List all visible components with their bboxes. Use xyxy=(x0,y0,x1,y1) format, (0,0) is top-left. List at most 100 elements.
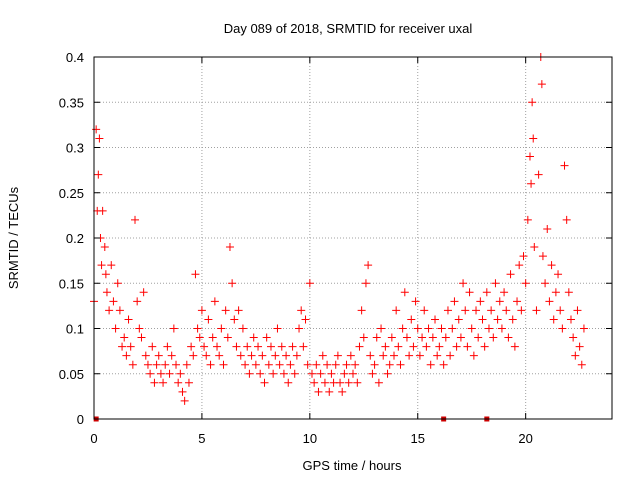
data-point xyxy=(504,333,513,342)
data-point xyxy=(139,288,148,297)
data-point xyxy=(243,342,252,351)
data-point xyxy=(94,170,103,179)
data-point xyxy=(264,360,273,369)
data-point xyxy=(461,306,470,315)
data-point xyxy=(251,360,260,369)
data-point xyxy=(450,297,459,306)
data-point xyxy=(538,252,547,261)
data-point xyxy=(156,369,165,378)
data-point xyxy=(258,351,267,360)
data-point xyxy=(180,396,189,405)
data-point xyxy=(269,369,278,378)
data-point xyxy=(377,324,386,333)
data-point xyxy=(500,288,509,297)
data-point xyxy=(163,342,172,351)
data-point xyxy=(420,306,429,315)
data-point xyxy=(113,279,122,288)
data-point xyxy=(392,306,401,315)
data-point xyxy=(381,342,390,351)
data-point xyxy=(342,360,351,369)
data-point xyxy=(351,360,360,369)
data-point xyxy=(260,378,269,387)
data-point xyxy=(195,333,204,342)
data-point xyxy=(295,324,304,333)
data-point xyxy=(528,98,537,107)
data-point xyxy=(545,297,554,306)
data-point xyxy=(210,297,219,306)
data-point xyxy=(355,342,364,351)
y-tick-label: 0 xyxy=(77,412,84,427)
data-point xyxy=(549,315,558,324)
data-point xyxy=(200,342,209,351)
data-point xyxy=(569,333,578,342)
data-point xyxy=(109,297,118,306)
data-point xyxy=(238,324,247,333)
data-point xyxy=(197,306,206,315)
data-point xyxy=(537,80,546,89)
data-point xyxy=(338,387,347,396)
data-point xyxy=(213,342,222,351)
data-point xyxy=(529,134,538,143)
data-point xyxy=(290,369,299,378)
data-point xyxy=(215,351,224,360)
data-point xyxy=(379,351,388,360)
data-point xyxy=(223,333,232,342)
data-point xyxy=(193,324,202,333)
y-tick-label: 0.05 xyxy=(59,367,84,382)
data-point xyxy=(527,179,536,188)
data-point xyxy=(169,324,178,333)
data-point xyxy=(189,351,198,360)
data-point xyxy=(228,279,237,288)
data-point xyxy=(415,351,424,360)
data-point xyxy=(437,324,446,333)
data-point xyxy=(247,351,256,360)
data-point xyxy=(107,261,116,270)
data-point xyxy=(282,351,291,360)
data-point xyxy=(206,360,215,369)
data-point xyxy=(560,161,569,170)
data-point xyxy=(316,369,325,378)
y-axis-label: SRMTID / TECUs xyxy=(6,186,21,289)
data-point xyxy=(346,351,355,360)
data-point xyxy=(361,279,370,288)
data-point xyxy=(202,351,211,360)
data-point xyxy=(495,297,504,306)
data-point xyxy=(284,378,293,387)
data-point xyxy=(575,342,584,351)
data-point xyxy=(484,324,493,333)
axis-ticks xyxy=(93,56,612,420)
data-point xyxy=(204,315,213,324)
data-point xyxy=(100,243,109,252)
data-point xyxy=(579,324,588,333)
x-tick-label: 20 xyxy=(518,431,532,446)
data-point xyxy=(266,342,275,351)
data-point xyxy=(573,306,582,315)
data-point xyxy=(394,342,403,351)
data-point xyxy=(292,351,301,360)
data-point xyxy=(418,333,427,342)
data-point xyxy=(232,342,241,351)
data-point xyxy=(167,351,176,360)
data-point xyxy=(519,252,528,261)
x-axis-label: GPS time / hours xyxy=(303,458,402,473)
data-point xyxy=(487,306,496,315)
data-point xyxy=(225,243,234,252)
data-point xyxy=(456,333,465,342)
data-point xyxy=(135,324,144,333)
data-point xyxy=(120,333,129,342)
data-point xyxy=(515,261,524,270)
data-point xyxy=(137,333,146,342)
data-point xyxy=(513,297,522,306)
data-point xyxy=(131,215,140,224)
data-point xyxy=(372,333,381,342)
data-point xyxy=(506,270,515,279)
data-point xyxy=(97,261,106,270)
y-tick-label: 0.1 xyxy=(66,322,84,337)
data-point xyxy=(126,342,135,351)
data-point xyxy=(331,360,340,369)
data-point xyxy=(426,360,435,369)
data-point xyxy=(566,315,575,324)
data-point xyxy=(525,152,534,161)
data-point xyxy=(353,378,362,387)
